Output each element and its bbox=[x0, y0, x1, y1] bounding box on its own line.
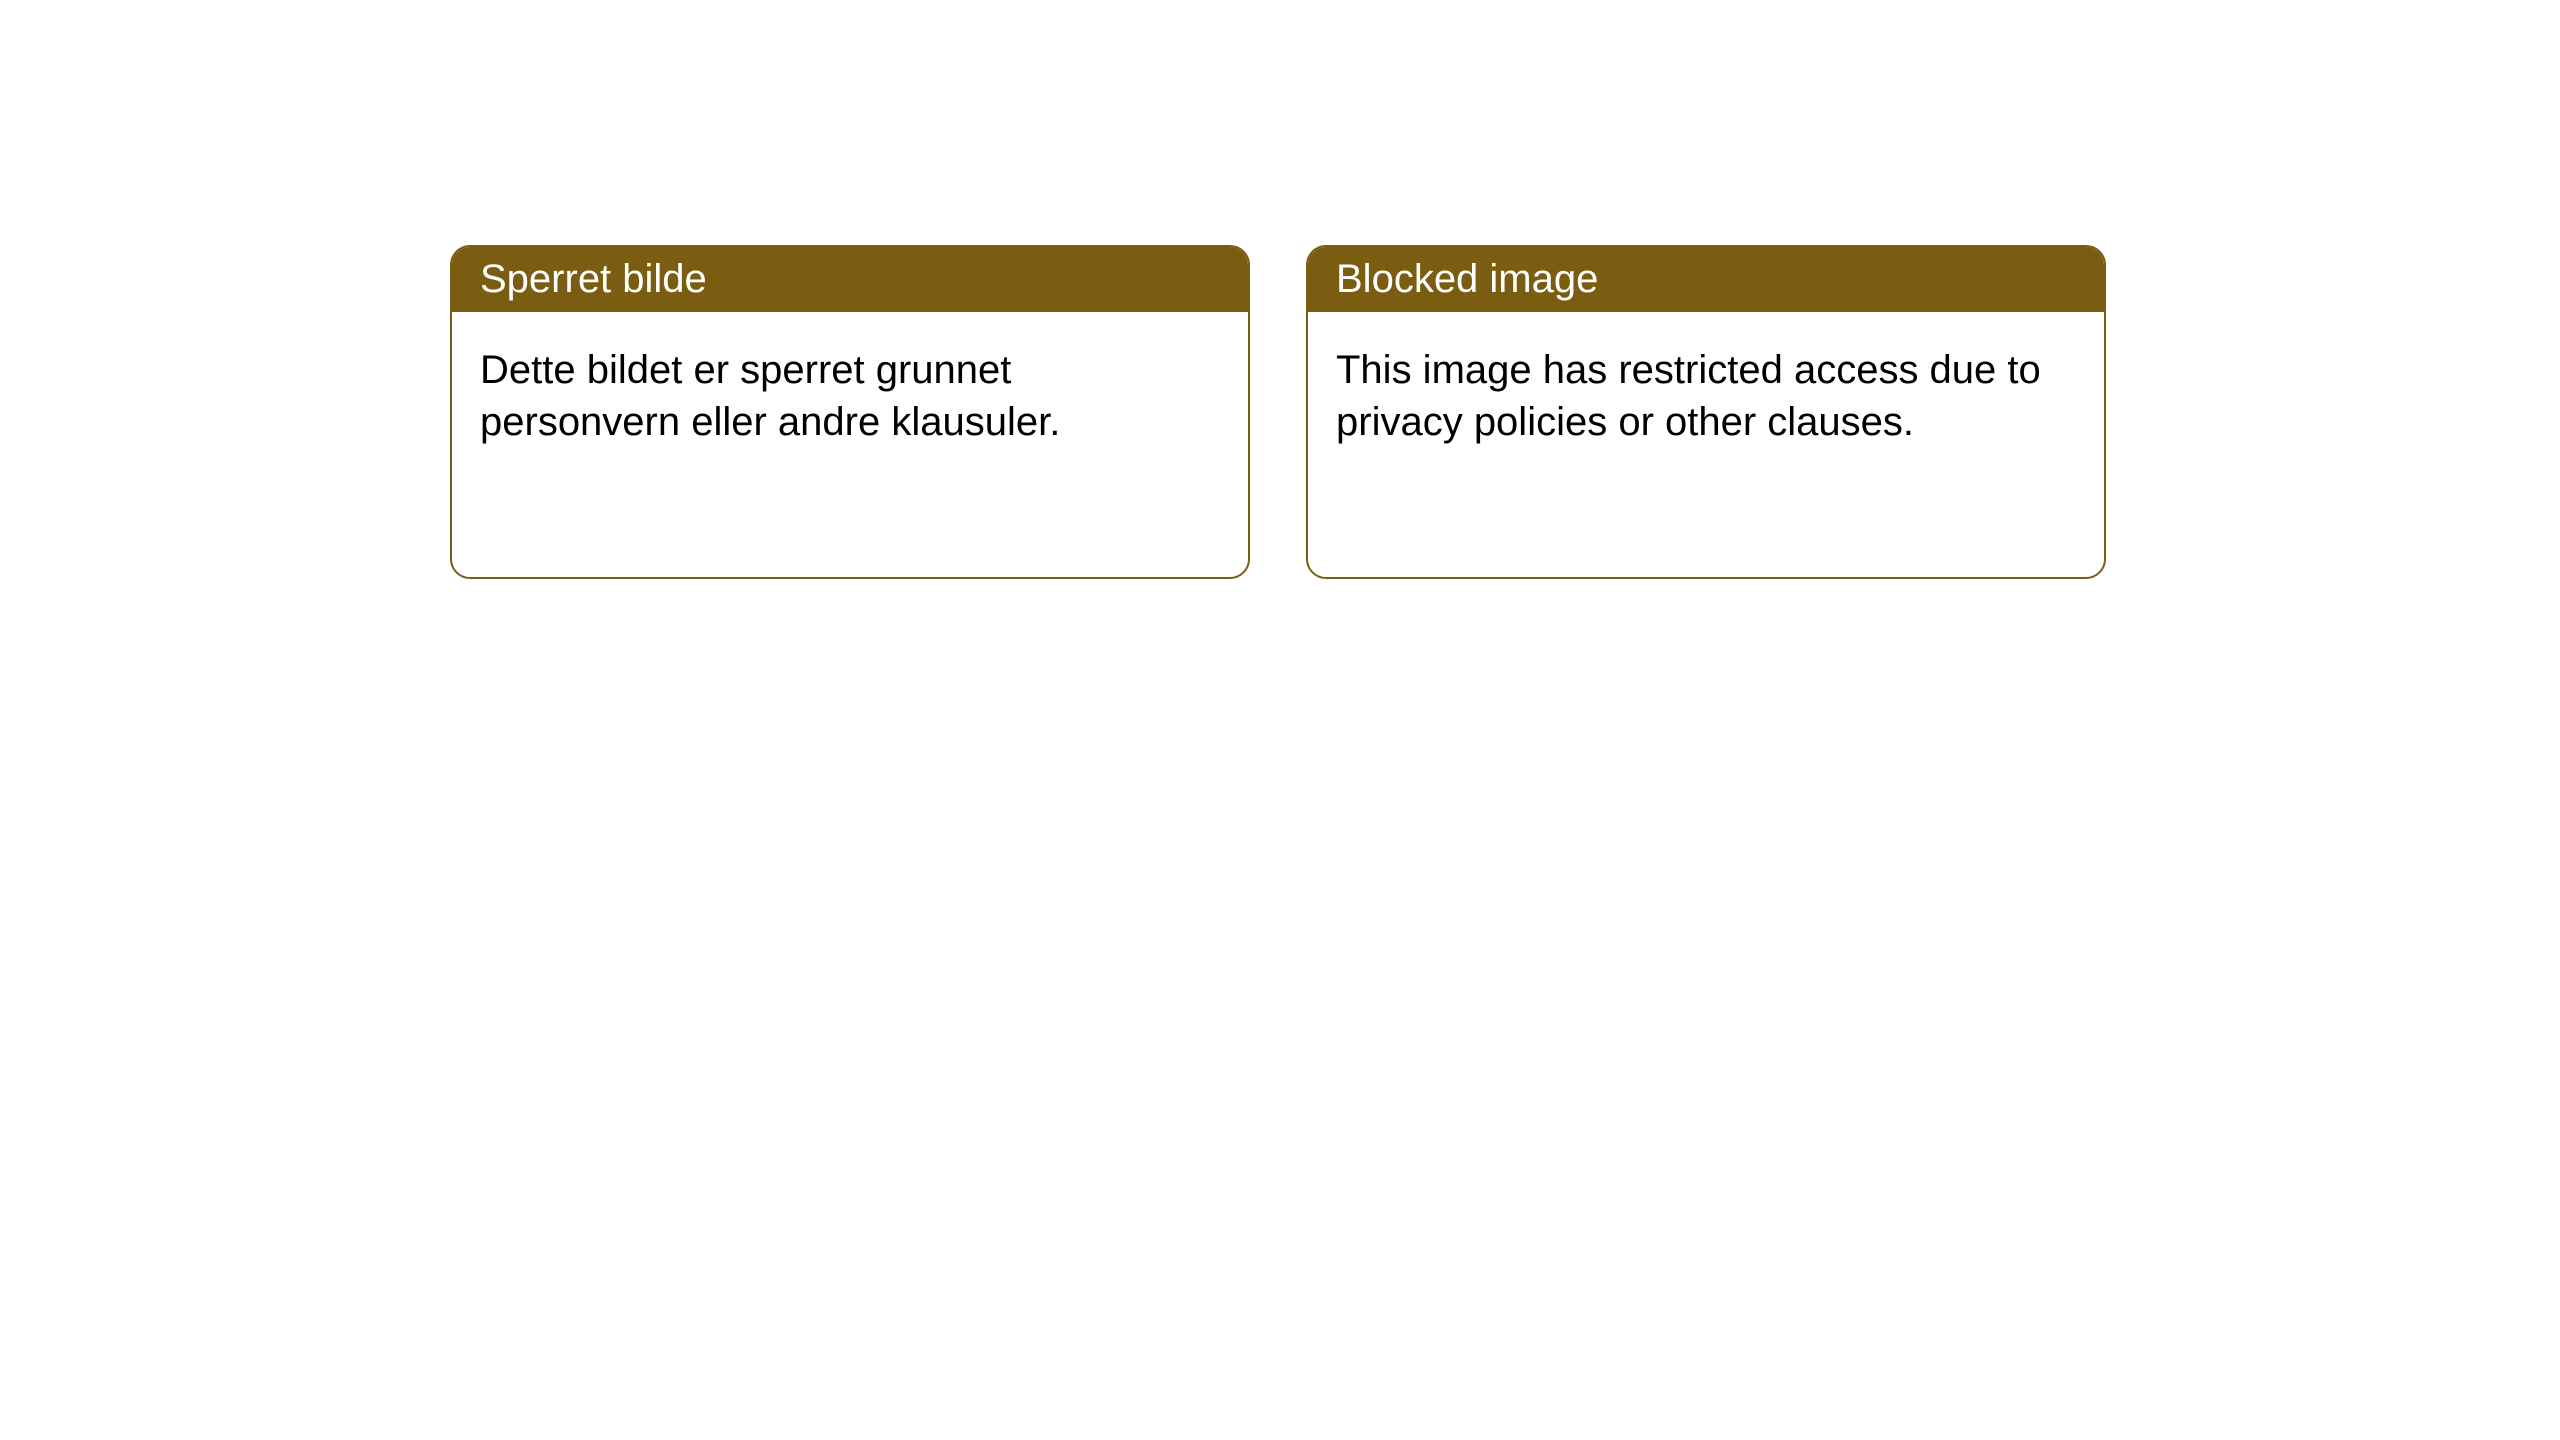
notice-header-english: Blocked image bbox=[1308, 247, 2104, 312]
notice-container: Sperret bilde Dette bildet er sperret gr… bbox=[450, 245, 2106, 579]
notice-box-norwegian: Sperret bilde Dette bildet er sperret gr… bbox=[450, 245, 1250, 579]
notice-header-norwegian: Sperret bilde bbox=[452, 247, 1248, 312]
notice-box-english: Blocked image This image has restricted … bbox=[1306, 245, 2106, 579]
notice-body-english: This image has restricted access due to … bbox=[1308, 312, 2104, 480]
notice-body-norwegian: Dette bildet er sperret grunnet personve… bbox=[452, 312, 1248, 480]
